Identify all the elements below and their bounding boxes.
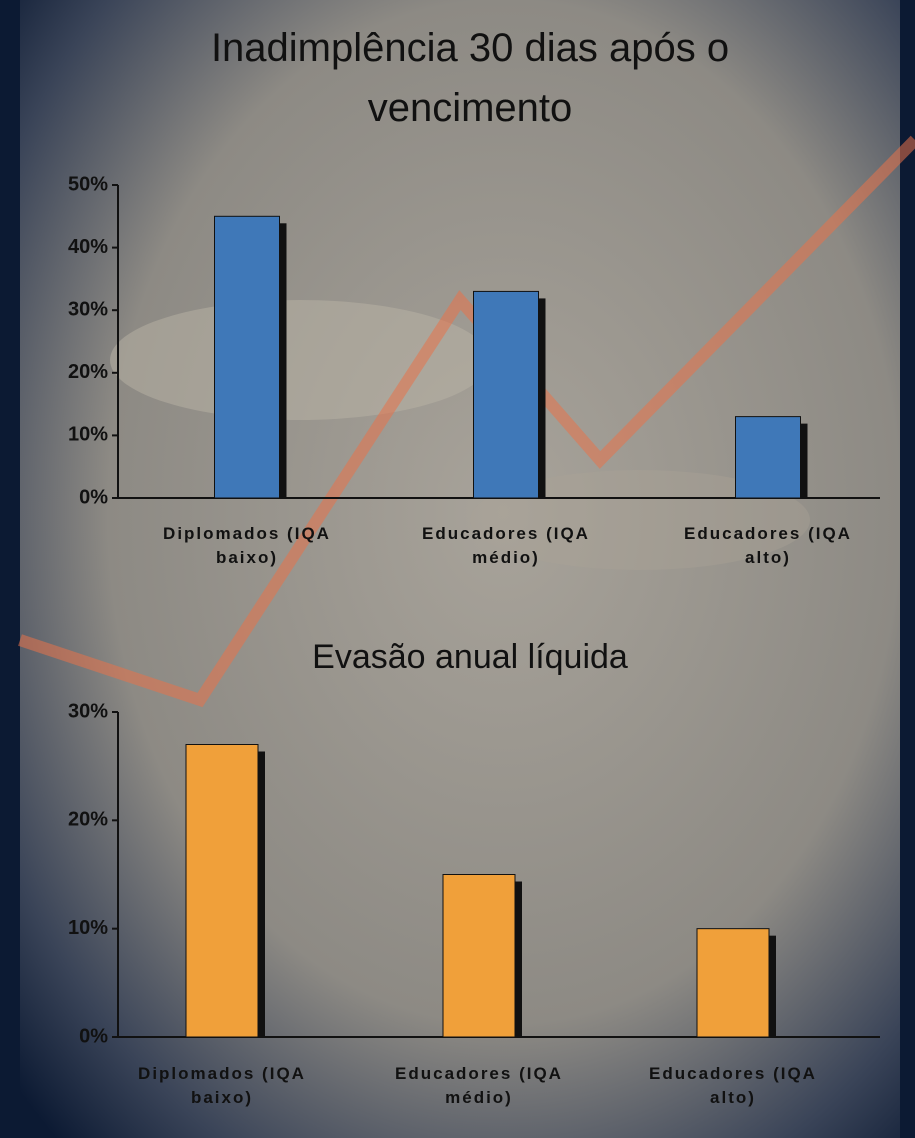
page: 0% 10% 20% 30% 40% 50% 0% 10% 20% 30% Inadimplênc… xyxy=(0,0,915,1138)
y-tick-label: 20% xyxy=(68,361,108,383)
bar xyxy=(474,291,539,498)
x-tick-label: Educadores (IQA médio) xyxy=(406,522,606,570)
bar xyxy=(736,417,801,498)
y-tick-label: 20% xyxy=(68,809,108,831)
bar xyxy=(697,929,769,1037)
x-tick-label: Educadores (IQA alto) xyxy=(633,1062,833,1110)
bar xyxy=(215,216,280,498)
y-tick-label: 10% xyxy=(68,917,108,939)
x-tick-label: Educadores (IQA médio) xyxy=(379,1062,579,1110)
y-tick-label: 30% xyxy=(68,298,108,320)
chart-title: Inadimplência 30 dias após o vencimento xyxy=(110,18,830,138)
y-tick-label: 40% xyxy=(68,236,108,258)
x-tick-label: Diplomados (IQA baixo) xyxy=(147,522,347,570)
bar xyxy=(443,875,515,1038)
chart-title: Evasão anual líquida xyxy=(160,632,780,682)
y-tick-label: 30% xyxy=(68,700,108,722)
x-tick-label: Diplomados (IQA baixo) xyxy=(122,1062,322,1110)
y-tick-label: 0% xyxy=(79,1025,108,1047)
y-tick-label: 10% xyxy=(68,424,108,446)
x-tick-label: Educadores (IQA alto) xyxy=(668,522,868,570)
y-tick-label: 0% xyxy=(79,486,108,508)
bar xyxy=(186,745,258,1038)
y-tick-label: 50% xyxy=(68,173,108,195)
